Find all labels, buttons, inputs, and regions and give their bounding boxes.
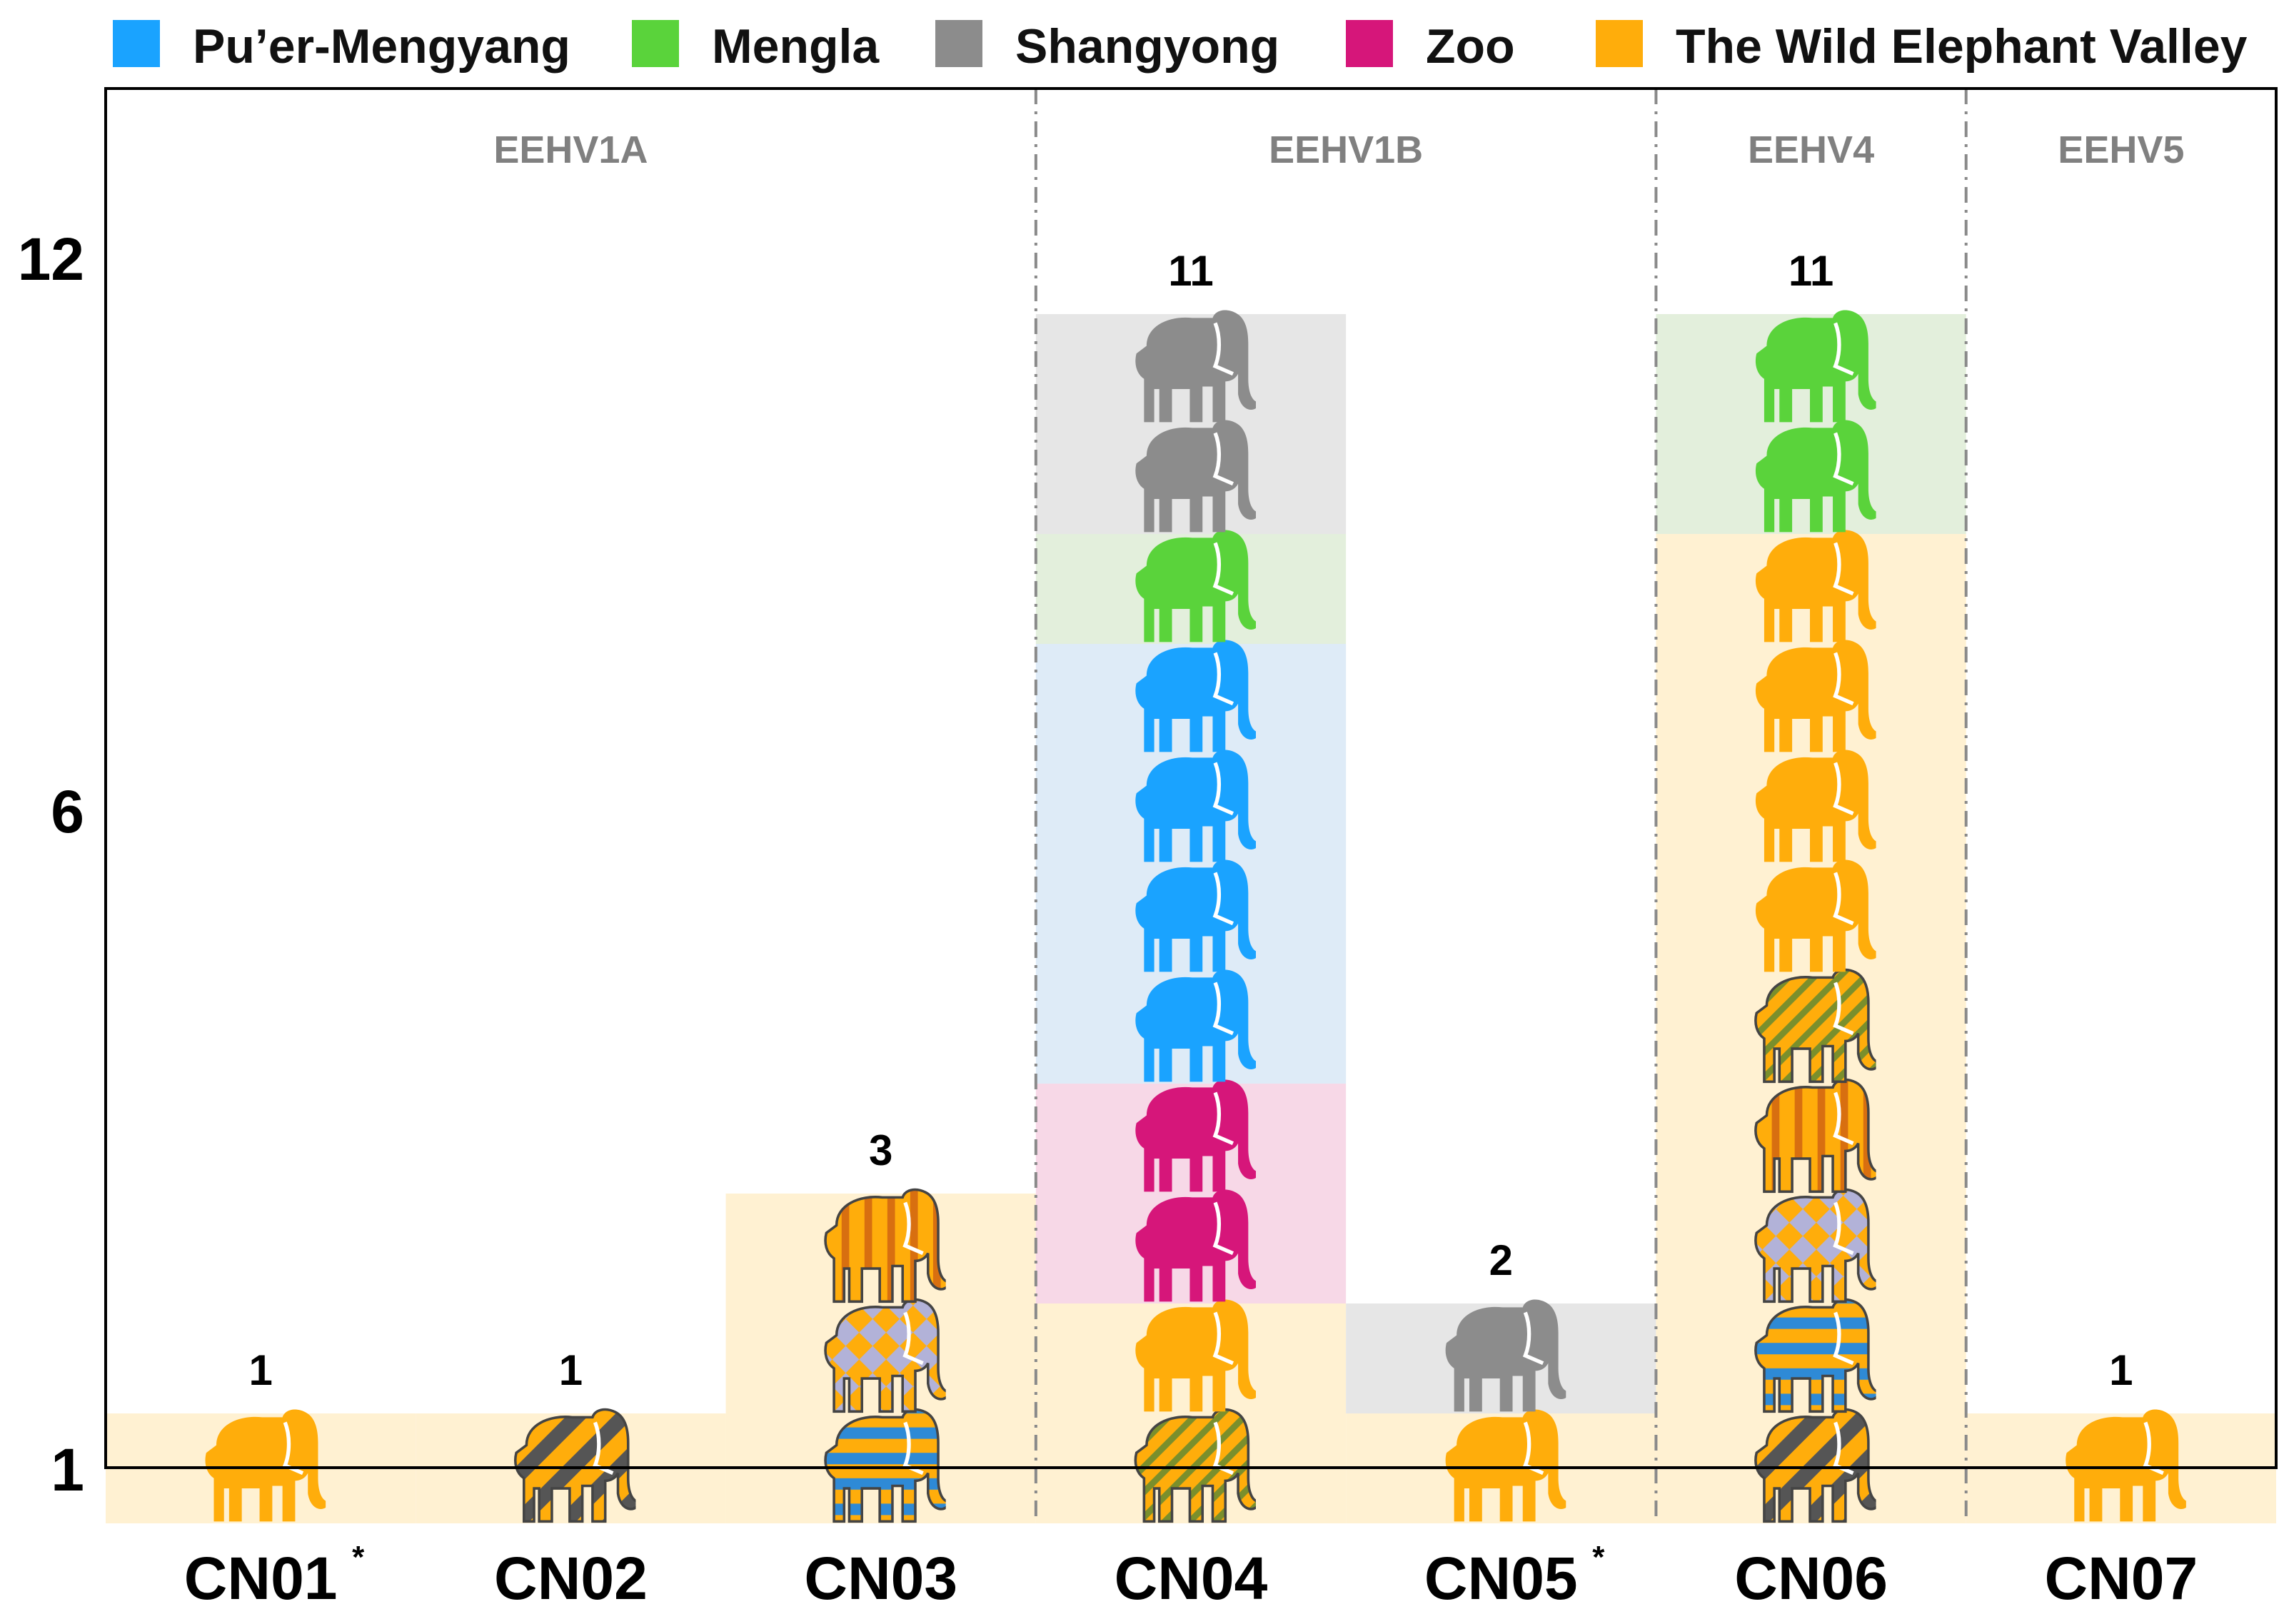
- count-label: 1: [248, 1346, 272, 1394]
- legend-label: Shangyong: [1015, 19, 1279, 74]
- group-labels: EEHV1A EEHV1B EEHV4 EEHV5: [493, 128, 2184, 171]
- count-label: 2: [1489, 1236, 1513, 1284]
- elephant-body: [1754, 968, 1876, 1084]
- x-axis: CN01 * CN02 CN03 CN04 CN05 * CN06 CN07: [184, 1540, 2198, 1612]
- x-tick-label: CN01: [184, 1545, 338, 1612]
- count-label: 3: [869, 1126, 892, 1174]
- elephant-icon: [824, 1298, 946, 1413]
- count-label: 1: [559, 1346, 583, 1394]
- elephant-icon: [1754, 1078, 1876, 1194]
- elephant-body: [1754, 1078, 1876, 1194]
- group-label: EEHV1B: [1269, 128, 1423, 171]
- legend-label: Pu’er-Mengyang: [193, 19, 570, 74]
- elephant-icon: [513, 1408, 636, 1523]
- elephant-body: [1134, 1408, 1256, 1523]
- count-label: 11: [1789, 247, 1833, 295]
- asterisk-marker: *: [352, 1540, 365, 1575]
- elephant-icon: [1134, 1408, 1256, 1523]
- legend-label: Zoo: [1426, 19, 1515, 74]
- legend-swatch: [1596, 20, 1643, 67]
- y-tick-label: 12: [18, 226, 84, 293]
- group-label: EEHV5: [2058, 128, 2184, 171]
- x-tick-label: CN04: [1115, 1545, 1268, 1612]
- elephant-icon: [824, 1188, 946, 1303]
- group-label: EEHV1A: [493, 128, 648, 171]
- elephant-icon: [1754, 968, 1876, 1084]
- x-tick-label: CN07: [2044, 1545, 2198, 1612]
- legend-swatch: [113, 20, 160, 67]
- elephant-icon: [1754, 1408, 1876, 1523]
- elephant-body: [1754, 1188, 1876, 1303]
- group-separators: [1034, 89, 1968, 1523]
- legend-label: Mengla: [712, 19, 880, 74]
- x-tick-label: CN06: [1734, 1545, 1888, 1612]
- legend-swatch: [1346, 20, 1393, 67]
- elephant-body: [1754, 1408, 1876, 1523]
- elephant-icon: [1754, 1188, 1876, 1303]
- legend-swatch: [935, 20, 982, 67]
- y-tick-label: 6: [51, 778, 84, 845]
- asterisk-marker: *: [1592, 1540, 1605, 1575]
- count-label: 11: [1168, 247, 1213, 295]
- elephant-body: [824, 1298, 946, 1413]
- y-tick-label: 1: [51, 1436, 84, 1503]
- elephant-icon: [824, 1408, 946, 1523]
- plot-frame: [104, 87, 2278, 1469]
- x-tick-label: CN03: [804, 1545, 957, 1612]
- elephant-body: [1754, 1298, 1876, 1413]
- elephant-icon: [1754, 1298, 1876, 1413]
- elephant-body: [513, 1408, 636, 1523]
- x-tick-label: CN05: [1424, 1545, 1578, 1612]
- legend: Pu’er-Mengyang Mengla Shangyong Zoo The Wild…: [113, 19, 2248, 74]
- count-label: 1: [2109, 1346, 2133, 1394]
- legend-label: The Wild Elephant Valley: [1676, 19, 2248, 74]
- group-label: EEHV4: [1748, 128, 1874, 171]
- elephant-body: [824, 1408, 946, 1523]
- legend-swatch: [632, 20, 679, 67]
- elephant-body: [824, 1188, 946, 1303]
- x-tick-label: CN02: [494, 1545, 648, 1612]
